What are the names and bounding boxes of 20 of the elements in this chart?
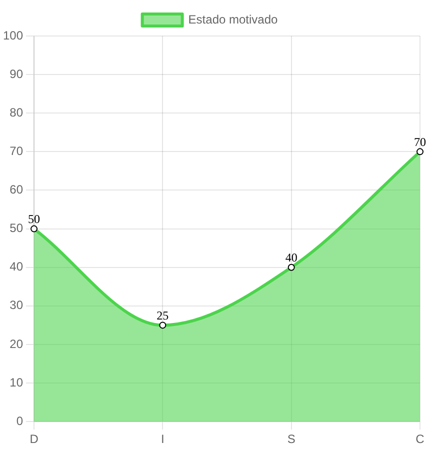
data-label: 70 — [414, 134, 426, 149]
data-label: 25 — [156, 308, 169, 322]
y-tick-label: 70 — [10, 144, 24, 158]
x-tick-label: I — [161, 432, 164, 446]
y-tick-label: 80 — [10, 105, 24, 120]
y-tick-label: 100 — [2, 28, 24, 42]
legend-label: Estado motivado — [188, 12, 278, 26]
y-tick-label: 10 — [10, 375, 24, 390]
data-label: 40 — [285, 250, 298, 265]
y-tick-label: 40 — [10, 260, 24, 274]
y-tick-label: 90 — [10, 66, 24, 81]
data-label: 50 — [28, 212, 40, 226]
y-tick-label: 0 — [16, 414, 24, 428]
y-tick-label: 50 — [10, 221, 24, 236]
x-tick-label: D — [30, 432, 39, 446]
x-tick-label: C — [416, 432, 425, 446]
x-tick-label: S — [287, 432, 296, 446]
y-tick-label: 20 — [10, 336, 24, 351]
y-tick-label: 60 — [10, 182, 24, 197]
y-tick-label: 30 — [10, 298, 24, 312]
